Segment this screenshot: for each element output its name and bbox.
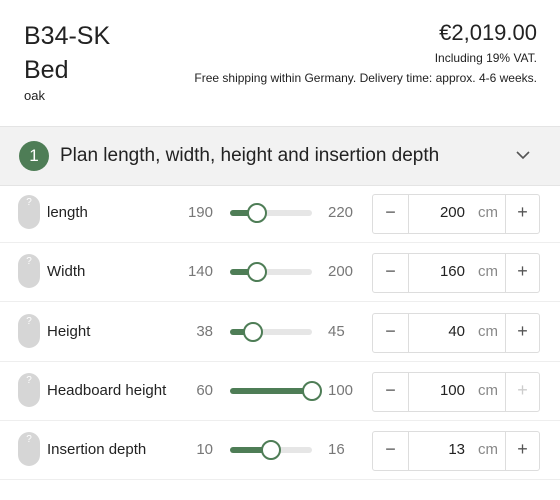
increment-button[interactable]: + [517,202,528,222]
slider-thumb[interactable] [247,203,268,223]
section-header[interactable] [0,126,560,186]
decrement-button[interactable]: − [385,439,396,460]
slider-fill [230,269,258,276]
stepper-divider [408,253,409,294]
unit-label: cm [478,441,498,459]
value-input[interactable]: 160 [439,263,465,281]
section-title: Plan length, width, height and insertion… [60,145,440,166]
slider-fill [230,447,271,454]
stepper-divider [505,312,506,353]
product-subtitle: Bed [24,56,69,84]
increment-button[interactable]: + [517,439,528,460]
slider-track[interactable] [230,210,312,216]
slider-fill [230,328,254,335]
max-label: 100 [328,381,354,399]
min-label: 140 [187,263,213,281]
product-title: B34-SK [24,22,111,50]
slider-fill [230,387,312,394]
max-label: 45 [328,322,345,340]
shipping-note: Free shipping within Germany. Delivery t… [194,71,537,85]
decrement-button[interactable]: − [385,261,396,282]
row-label: Insertion depth [47,441,147,459]
max-label: 200 [328,263,354,281]
slider-track[interactable] [230,328,312,335]
stepper-divider [505,371,506,412]
help-icon[interactable]: ? [18,372,40,407]
row-label: length [47,204,88,221]
decrement-button[interactable]: − [385,320,396,341]
unit-label: cm [478,204,498,221]
increment-button[interactable]: + [517,261,528,282]
value-input[interactable]: 100 [439,381,465,399]
slider-thumb[interactable] [302,380,322,401]
min-label: 190 [187,204,213,221]
unit-label: cm [478,263,498,281]
row-divider [0,360,560,362]
row-divider [0,242,560,243]
stepper-divider [408,371,409,412]
increment-button[interactable]: + [517,379,528,400]
unit-label: cm [478,322,498,340]
max-label: 220 [328,204,354,221]
help-icon[interactable]: ? [18,432,40,467]
min-label: 38 [196,322,213,340]
decrement-button[interactable]: − [385,379,396,400]
unit-label: cm [478,381,498,399]
slider-track[interactable] [230,269,312,276]
stepper [372,194,540,234]
stepper-divider [505,253,506,294]
decrement-button[interactable]: − [385,202,396,222]
value-input[interactable]: 40 [448,322,465,340]
slider-thumb[interactable] [261,440,281,461]
stepper-divider [505,431,506,472]
stepper [372,371,540,412]
min-label: 60 [196,381,213,399]
max-label: 16 [328,441,345,459]
slider-thumb[interactable] [247,262,268,283]
stepper-divider [408,312,409,353]
price: €2,019.00 [439,20,537,45]
step-number: 1 [19,141,49,171]
row-divider [0,419,560,421]
value-input[interactable]: 13 [448,441,465,459]
vat-note: Including 19% VAT. [434,51,537,65]
row-divider [0,301,560,303]
row-label: Width [47,263,86,281]
help-icon[interactable]: ? [18,254,40,289]
slider-fill [230,210,258,216]
row-divider [0,479,560,481]
increment-button[interactable]: + [517,320,528,341]
help-icon[interactable]: ? [18,313,40,348]
slider-thumb[interactable] [243,321,264,342]
value-input[interactable]: 200 [439,204,465,221]
row-label: Headboard height [47,381,167,399]
stepper [372,431,540,472]
stepper-divider [408,431,409,472]
chevron[interactable] [514,149,532,161]
stepper [372,253,540,294]
row-label: Height [47,322,91,340]
product-variant: oak [24,88,45,103]
stepper [372,312,540,353]
stepper-divider [505,194,506,234]
help-icon[interactable]: ? [18,195,40,229]
min-label: 10 [196,441,213,459]
stepper-divider [408,194,409,234]
